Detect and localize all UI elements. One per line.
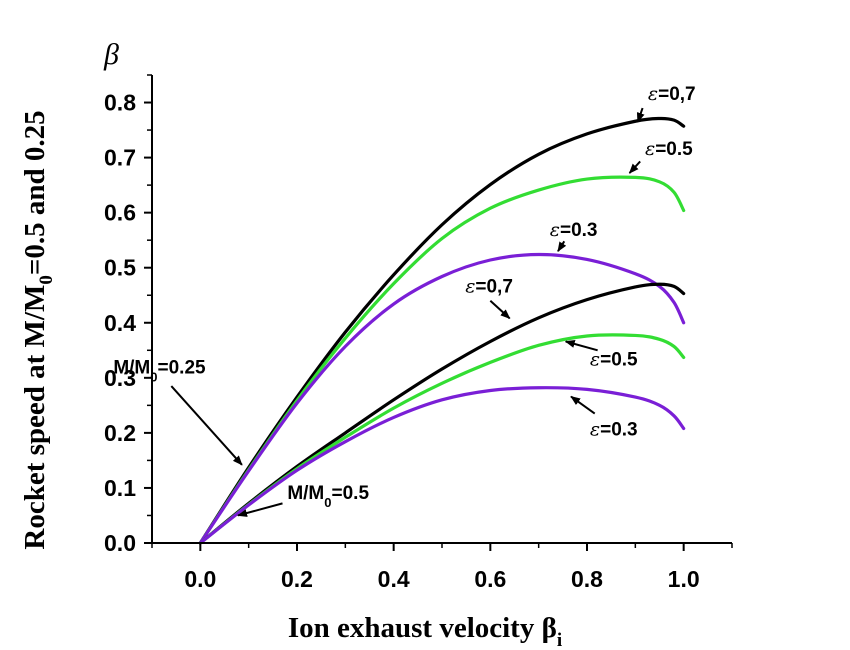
series-line [198, 282, 686, 545]
annotation-label: M/M0=0.25 [113, 357, 206, 384]
y-axis-title-suffix: =0.5 and 0.25 [19, 110, 51, 275]
x-tick-label: 0.0 [184, 566, 216, 592]
annotation-text: =0.5 [655, 139, 693, 160]
series-line [198, 252, 686, 545]
annotation-symbol: ε [590, 349, 600, 371]
plot-lines [198, 116, 686, 545]
annotation-label: ε=0.3 [550, 219, 598, 241]
annotation-arrow [489, 300, 511, 320]
annotation-text: =0,7 [658, 84, 696, 105]
annotation-text: =0.5 [600, 350, 638, 371]
x-tick-label: 0.8 [571, 566, 603, 592]
annotation-text: M/M [287, 483, 324, 504]
y-tick-label: 0.5 [104, 255, 136, 281]
series-line [198, 386, 686, 545]
annotation-arrow [628, 160, 641, 174]
annotation-symbol: ε [648, 83, 658, 105]
annotation-label: ε=0,7 [465, 275, 513, 297]
y-axis-title-main: Rocket speed at M/M [19, 285, 51, 550]
y-tick-label: 0.4 [104, 310, 136, 336]
annotation-label: ε=0.3 [590, 419, 638, 441]
annotation-sub: 0 [150, 369, 157, 384]
annotation-suffix: =0.25 [158, 357, 207, 378]
annotation-label: ε=0.5 [645, 138, 693, 160]
y-tick-label: 0.0 [104, 530, 136, 556]
annotation-label: M/M0=0.5 [287, 483, 369, 510]
annotations: ε=0,7ε=0.5ε=0.3ε=0,7ε=0.5ε=0.3M/M0=0.25M… [113, 83, 696, 517]
x-axis-title: Ion exhaust velocity βi [288, 612, 562, 650]
y-tick-label: 0.6 [104, 200, 136, 226]
annotation-label: ε=0,7 [648, 83, 696, 105]
annotation-text: =0,7 [475, 276, 513, 297]
annotation-symbol: ε [645, 138, 655, 160]
annotation-symbol: ε [590, 419, 600, 441]
x-tick-label: 0.6 [474, 566, 506, 592]
annotation-sub: 0 [324, 495, 331, 510]
annotation-text: =0.3 [560, 220, 598, 241]
annotation-suffix: =0.5 [332, 483, 370, 504]
y-tick-label: 0.2 [104, 420, 136, 446]
y-tick-label: 0.3 [104, 365, 136, 391]
annotation-arrow [557, 240, 567, 253]
x-tick-label: 1.0 [668, 566, 700, 592]
x-tick-label: 0.4 [378, 566, 410, 592]
y-axis-symbol: β [103, 38, 119, 71]
y-axis-title-sub: 0 [36, 275, 57, 285]
y-tick-label: 0.1 [104, 475, 136, 501]
y-tick-label: 0.7 [104, 145, 136, 171]
annotation-arrow [237, 502, 283, 517]
axes: 0.0 0.2 0.4 0.6 0.8 1.0 0.0 0.1 0.2 0.3 0.4 0.5 0.6 0… [104, 74, 733, 592]
y-axis-title: Rocket speed at M/M0=0.5 and 0.25 [19, 110, 57, 549]
annotation-label: ε=0.5 [590, 349, 638, 371]
x-axis-title-sub: i [557, 630, 562, 650]
series-line [198, 116, 686, 545]
y-tick-label: 0.8 [104, 90, 136, 116]
annotation-arrow [570, 395, 596, 415]
annotation-arrow [636, 107, 645, 123]
annotation-symbol: ε [465, 275, 475, 297]
annotation-text: =0.3 [600, 420, 638, 441]
annotation-arrow [170, 385, 243, 466]
annotation-text: M/M [113, 357, 150, 378]
annotation-symbol: ε [550, 219, 560, 241]
x-tick-label: 0.2 [281, 566, 313, 592]
annotation-arrow [564, 340, 598, 352]
x-axis-title-main: Ion exhaust velocity β [288, 612, 557, 644]
